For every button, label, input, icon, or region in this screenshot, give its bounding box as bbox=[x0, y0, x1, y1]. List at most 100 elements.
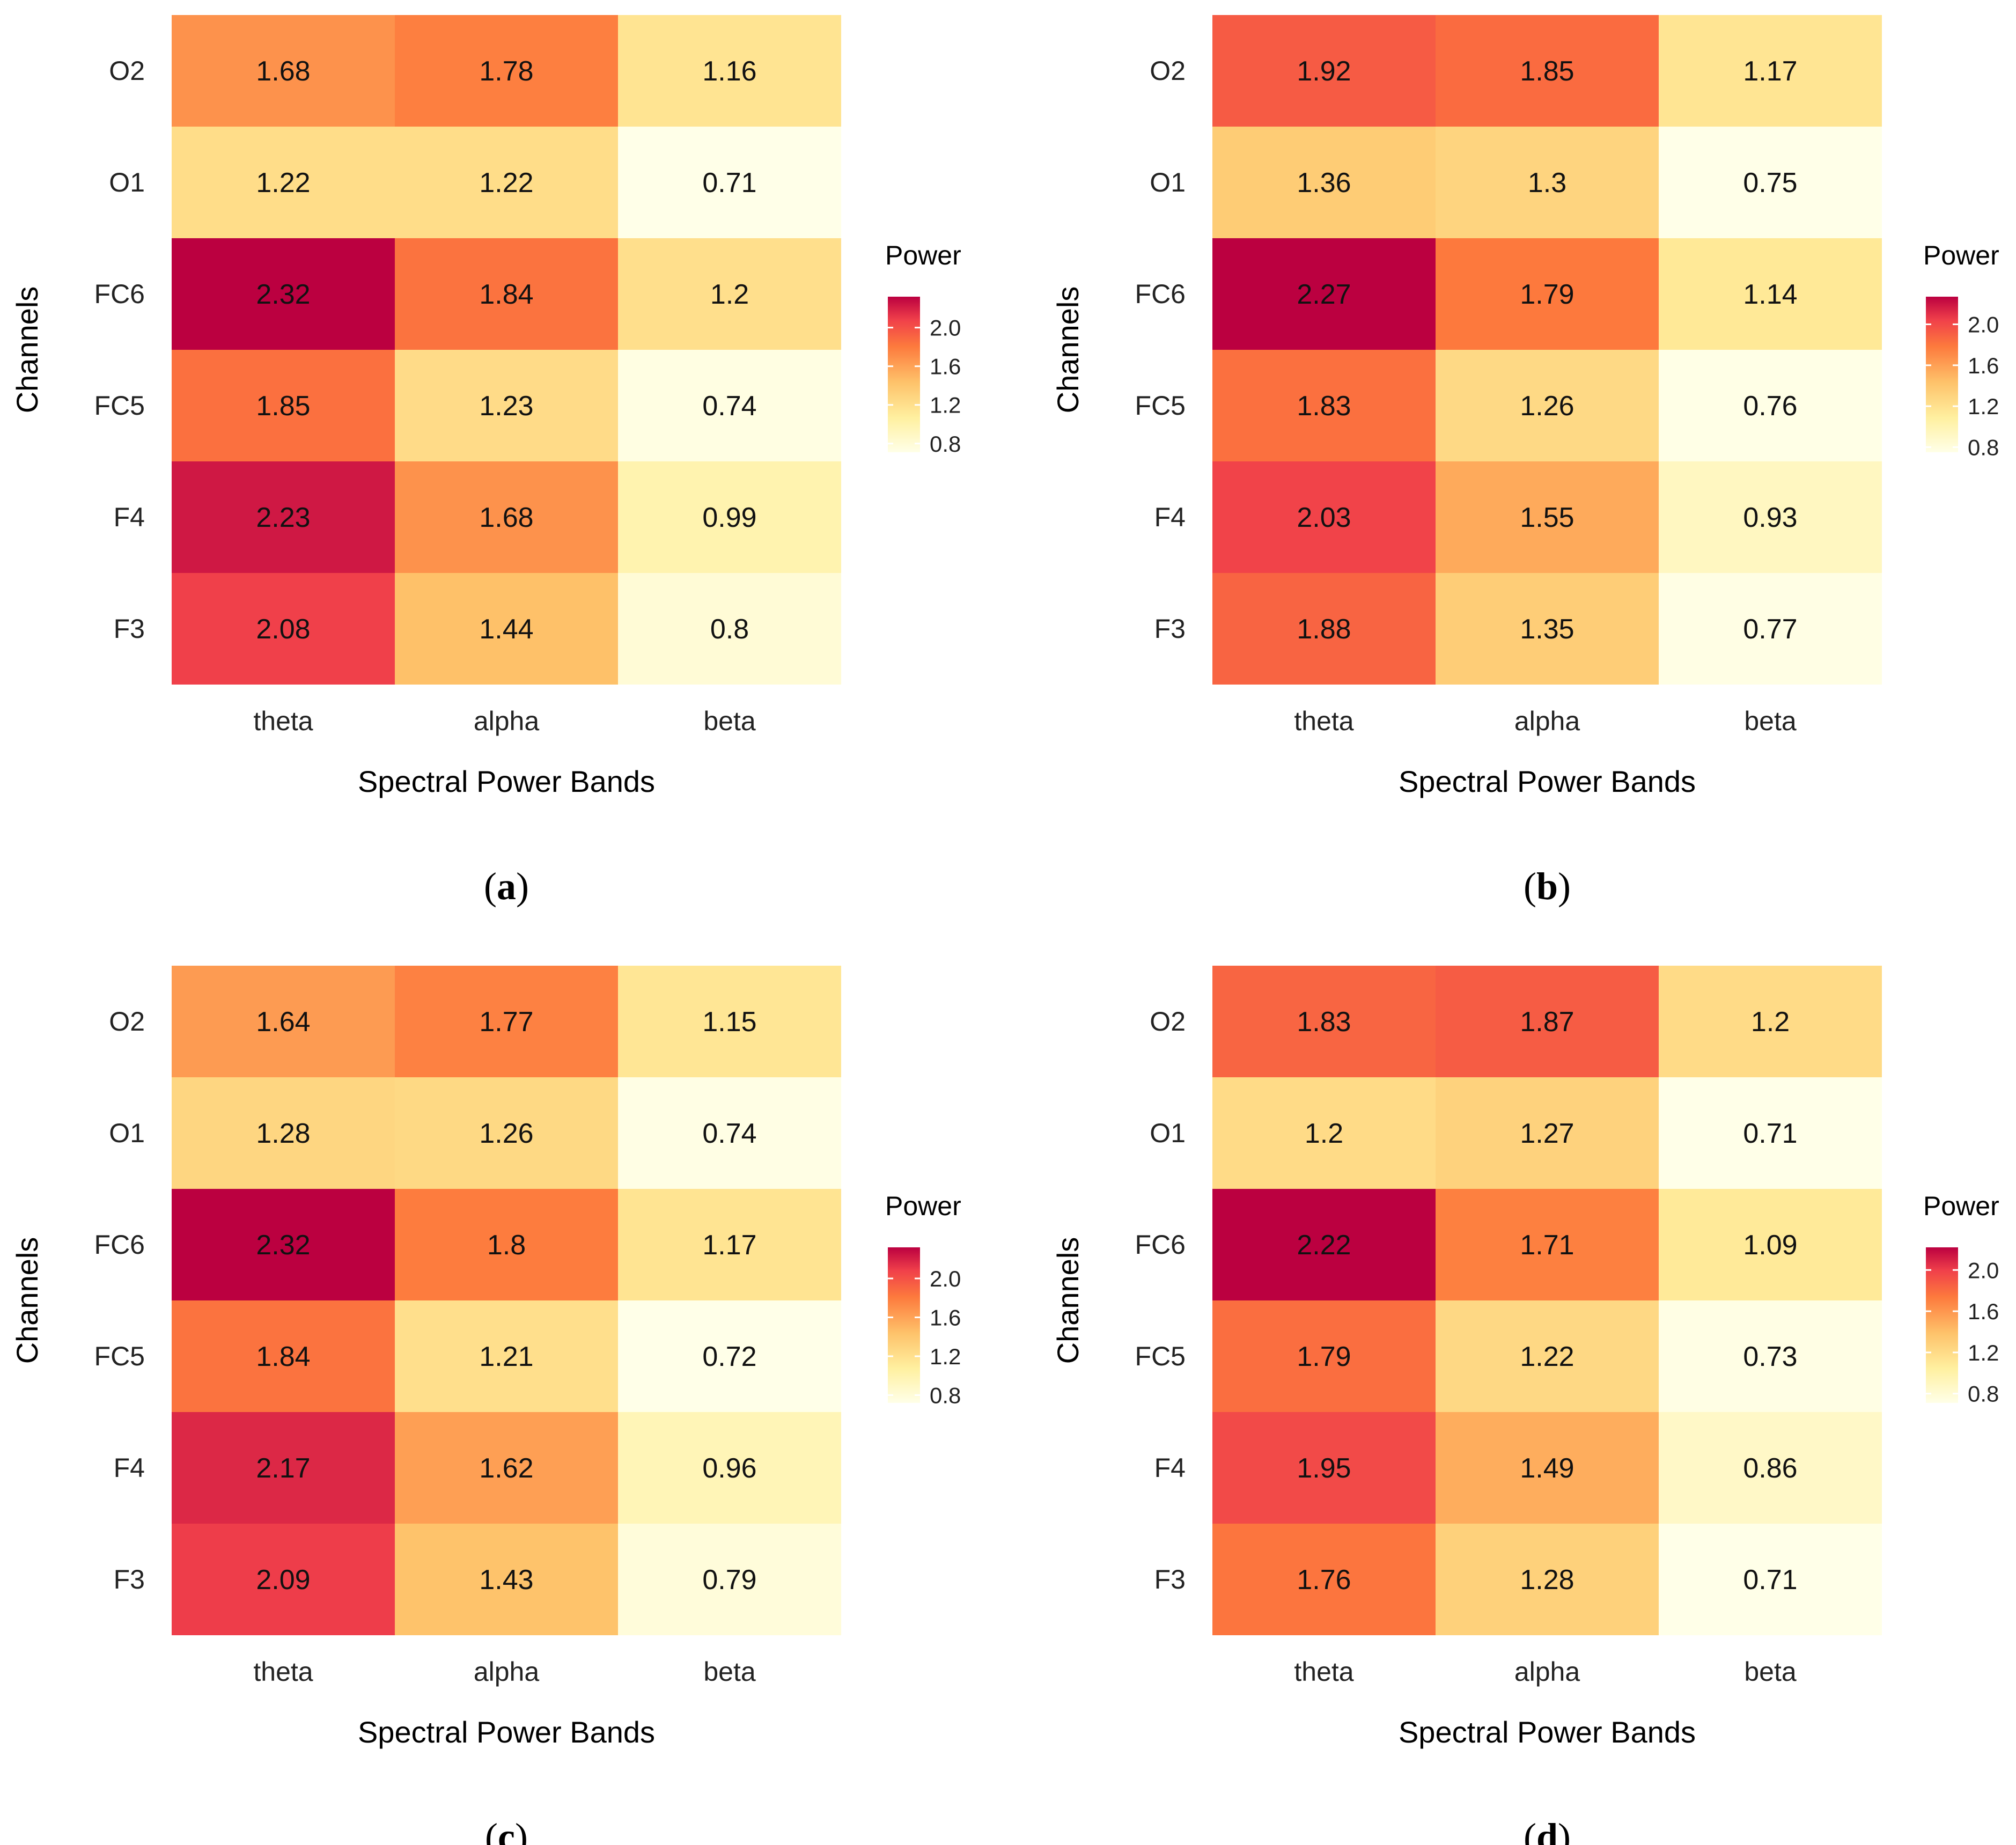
x-tick-label: beta bbox=[1744, 706, 1797, 736]
heatmap-cell bbox=[1212, 1077, 1436, 1189]
x-axis-title: Spectral Power Bands bbox=[1399, 1715, 1696, 1749]
cell-value-label: 2.08 bbox=[256, 614, 310, 645]
heatmap-cell bbox=[172, 350, 395, 461]
y-tick-label: O2 bbox=[109, 1006, 145, 1037]
y-tick-label: F4 bbox=[1154, 502, 1186, 532]
panel-letter: a bbox=[497, 865, 516, 908]
cell-value-label: 1.28 bbox=[1520, 1564, 1574, 1596]
legend-tick-label: 2.0 bbox=[930, 1266, 961, 1291]
legend-tick-label: 1.2 bbox=[1968, 394, 1999, 419]
x-tick-label: beta bbox=[703, 706, 756, 736]
y-tick-label: FC5 bbox=[94, 1341, 145, 1371]
legend-tick-label: 2.0 bbox=[1968, 312, 1999, 337]
y-tick-label: F3 bbox=[1154, 1564, 1186, 1594]
cell-value-label: 2.22 bbox=[1297, 1230, 1351, 1261]
y-tick-label: O1 bbox=[1150, 1118, 1186, 1148]
cell-value-label: 1.8 bbox=[487, 1230, 526, 1261]
cell-value-label: 1.55 bbox=[1520, 502, 1574, 533]
heatmap-cell bbox=[395, 238, 618, 350]
heatmap-cell bbox=[172, 15, 395, 127]
heatmap-cell bbox=[395, 127, 618, 238]
cell-value-label: 1.62 bbox=[479, 1453, 533, 1484]
x-tick-label: theta bbox=[253, 1657, 313, 1687]
heatmap-cell bbox=[1436, 966, 1659, 1077]
cell-value-label: 1.84 bbox=[479, 279, 533, 310]
heatmap-cell bbox=[395, 350, 618, 461]
heatmap-cell bbox=[395, 15, 618, 127]
cell-value-label: 0.76 bbox=[1743, 391, 1797, 422]
cell-value-label: 1.49 bbox=[1520, 1453, 1574, 1484]
y-tick-label: FC5 bbox=[1135, 391, 1186, 421]
x-tick-label: alpha bbox=[474, 1657, 540, 1687]
heatmap-cell bbox=[395, 966, 618, 1077]
heatmap-cell bbox=[1659, 1077, 1882, 1189]
y-tick-label: F3 bbox=[1154, 614, 1186, 644]
panel-label: (a) bbox=[484, 865, 529, 908]
x-axis-title: Spectral Power Bands bbox=[358, 765, 655, 798]
heatmap-cell bbox=[618, 1077, 841, 1189]
legend-color-bar bbox=[1926, 297, 1958, 452]
cell-value-label: 1.71 bbox=[1520, 1230, 1574, 1261]
cell-value-label: 0.71 bbox=[1743, 1118, 1797, 1149]
heatmap-cell bbox=[395, 573, 618, 685]
cell-value-label: 1.17 bbox=[702, 1230, 756, 1261]
cell-value-label: 2.27 bbox=[1297, 279, 1351, 310]
cell-value-label: 1.78 bbox=[479, 56, 533, 87]
cell-value-label: 0.71 bbox=[1743, 1564, 1797, 1596]
cell-value-label: 1.15 bbox=[702, 1006, 756, 1038]
legend-title: Power bbox=[1923, 1191, 1999, 1221]
color-legend: Power 2.0 1.6 1.2 0.8 bbox=[1923, 1191, 1999, 1407]
x-tick-label: alpha bbox=[474, 706, 540, 736]
legend-tick-label: 0.8 bbox=[930, 431, 961, 457]
heatmap-cell bbox=[618, 127, 841, 238]
y-tick-label: F4 bbox=[114, 1453, 145, 1483]
cell-value-label: 1.27 bbox=[1520, 1118, 1574, 1149]
heatmap-cell bbox=[1436, 350, 1659, 461]
cell-value-label: 1.2 bbox=[1751, 1006, 1790, 1038]
y-axis-title: Channels bbox=[1051, 286, 1085, 414]
cell-value-label: 1.79 bbox=[1520, 279, 1574, 310]
panel-letter: b bbox=[1536, 865, 1558, 908]
y-tick-label: FC5 bbox=[1135, 1341, 1186, 1371]
legend-color-bar bbox=[1926, 1247, 1958, 1403]
heatmap-cell bbox=[1436, 1524, 1659, 1635]
heatmap-cell bbox=[172, 1189, 395, 1300]
y-tick-label: O2 bbox=[109, 56, 145, 86]
cell-value-label: 2.17 bbox=[256, 1453, 310, 1484]
heatmap-cell bbox=[1436, 238, 1659, 350]
heatmap-panel-c: 1.64 1.77 1.15 1.28 1.26 0.74 2.32 1.8 1.17 1.84 1… bbox=[10, 966, 961, 1845]
panel-label: (c) bbox=[485, 1815, 528, 1845]
x-tick-label: beta bbox=[1744, 1657, 1797, 1687]
cell-value-label: 1.95 bbox=[1297, 1453, 1351, 1484]
heatmap-cell bbox=[395, 1077, 618, 1189]
legend-color-bar bbox=[888, 1247, 920, 1403]
cell-value-label: 1.09 bbox=[1743, 1230, 1797, 1261]
heatmap-cell bbox=[1212, 15, 1436, 127]
heatmap-cell bbox=[1212, 350, 1436, 461]
legend-tick-label: 1.2 bbox=[930, 393, 961, 418]
heatmap-cell bbox=[1659, 127, 1882, 238]
cell-value-label: 1.84 bbox=[256, 1341, 310, 1372]
legend-title: Power bbox=[885, 1191, 961, 1221]
legend-tick-label: 2.0 bbox=[1968, 1258, 1999, 1283]
legend-tick-label: 1.6 bbox=[930, 354, 961, 379]
y-axis-title: Channels bbox=[10, 286, 44, 414]
legend-tick-label: 1.6 bbox=[1968, 353, 1999, 378]
cell-value-label: 0.75 bbox=[1743, 167, 1797, 199]
cell-value-label: 1.16 bbox=[702, 56, 756, 87]
cell-value-label: 1.85 bbox=[256, 391, 310, 422]
heatmap-cell bbox=[618, 238, 841, 350]
x-tick-label: alpha bbox=[1514, 1657, 1580, 1687]
cell-value-label: 1.17 bbox=[1743, 56, 1797, 87]
cell-value-label: 0.79 bbox=[702, 1564, 756, 1596]
cell-value-label: 0.71 bbox=[702, 167, 756, 199]
heatmap-cell bbox=[1212, 1300, 1436, 1412]
cell-value-label: 0.74 bbox=[702, 391, 756, 422]
heatmap-cell bbox=[1212, 966, 1436, 1077]
x-tick-label: theta bbox=[1294, 1657, 1353, 1687]
heatmap-panel-b: 1.92 1.85 1.17 1.36 1.3 0.75 2.27 1.79 1.14 1.83 1… bbox=[1051, 15, 1999, 908]
y-tick-label: O1 bbox=[109, 1118, 145, 1148]
heatmap-cell bbox=[618, 1412, 841, 1524]
heatmap-cell bbox=[1659, 350, 1882, 461]
heatmap-cell bbox=[618, 1524, 841, 1635]
